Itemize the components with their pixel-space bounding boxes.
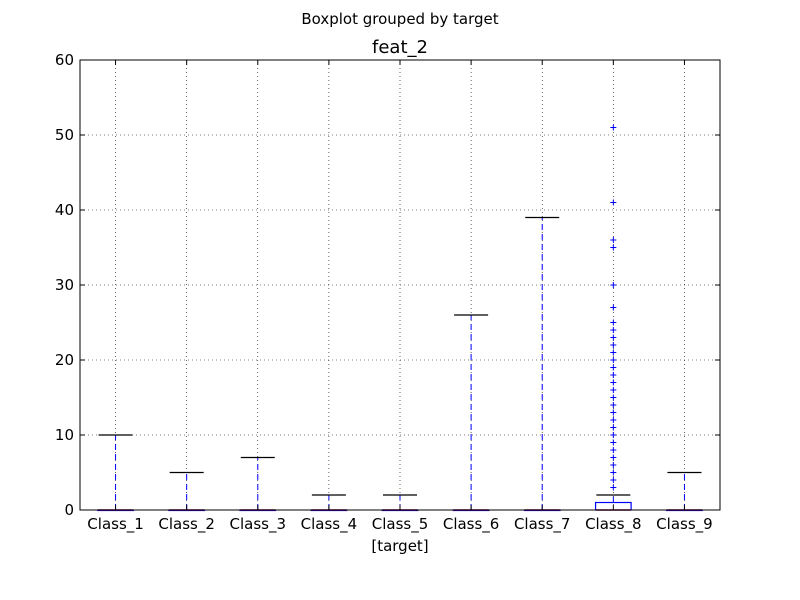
x-tick-label: Class_5 bbox=[372, 515, 429, 534]
outlier-point bbox=[610, 387, 617, 393]
x-tick-label: Class_8 bbox=[585, 515, 642, 534]
y-tick-label: 50 bbox=[55, 126, 74, 144]
outlier-point bbox=[610, 124, 617, 131]
y-tick-label: 10 bbox=[55, 426, 74, 444]
outlier-point bbox=[610, 357, 617, 363]
chart-suptitle: Boxplot grouped by target bbox=[301, 10, 498, 28]
axis-ticks: 0 10 20 30 40 50 60 Class_1 Class_2 Class_3 Class_… bbox=[55, 51, 720, 534]
outlier-point bbox=[610, 469, 617, 476]
x-tick-label: Class_2 bbox=[158, 515, 215, 534]
outlier-point bbox=[610, 319, 617, 326]
outlier-point bbox=[610, 477, 617, 483]
x-tick-label: Class_6 bbox=[443, 515, 500, 534]
outlier-point bbox=[610, 432, 617, 438]
outlier-point bbox=[610, 334, 617, 341]
outlier-point bbox=[610, 282, 617, 288]
outlier-point bbox=[610, 402, 617, 408]
box-class-8 bbox=[594, 124, 632, 511]
outlier-point bbox=[610, 424, 617, 431]
outlier-point bbox=[610, 379, 617, 386]
outlier-point bbox=[610, 244, 617, 251]
box-class-3 bbox=[239, 456, 277, 512]
outlier-point bbox=[610, 447, 617, 453]
y-tick-label: 30 bbox=[55, 276, 74, 294]
outlier-point bbox=[610, 417, 617, 423]
outlier-point bbox=[610, 439, 617, 446]
outlier-point bbox=[610, 349, 617, 356]
outlier-point bbox=[610, 199, 617, 206]
x-axis-label: [target] bbox=[371, 537, 428, 555]
y-tick-label: 20 bbox=[55, 351, 74, 369]
y-tick-label: 60 bbox=[55, 51, 74, 69]
x-tick-label: Class_3 bbox=[230, 515, 287, 534]
outlier-point bbox=[610, 364, 617, 371]
x-tick-label: Class_4 bbox=[301, 515, 358, 534]
outlier-point bbox=[610, 237, 617, 243]
y-tick-label: 40 bbox=[55, 201, 74, 219]
y-tick-label: 0 bbox=[64, 501, 74, 519]
box-class-2 bbox=[168, 471, 206, 512]
outlier-point bbox=[610, 394, 617, 401]
box-class-9 bbox=[666, 471, 703, 512]
outlier-point bbox=[610, 342, 617, 348]
x-tick-label: Class_9 bbox=[656, 515, 713, 534]
outlier-point bbox=[610, 409, 617, 416]
outlier-point bbox=[610, 372, 617, 378]
x-tick-label: Class_7 bbox=[514, 515, 571, 534]
outlier-point bbox=[610, 327, 617, 333]
outlier-point bbox=[610, 304, 617, 311]
outlier-point bbox=[610, 454, 617, 461]
outlier-point bbox=[610, 462, 617, 468]
x-tick-label: Class_1 bbox=[87, 515, 144, 534]
chart-title: feat_2 bbox=[372, 37, 428, 58]
grid-lines bbox=[80, 60, 720, 510]
box-class-7 bbox=[523, 216, 561, 512]
outlier-point bbox=[610, 484, 617, 491]
